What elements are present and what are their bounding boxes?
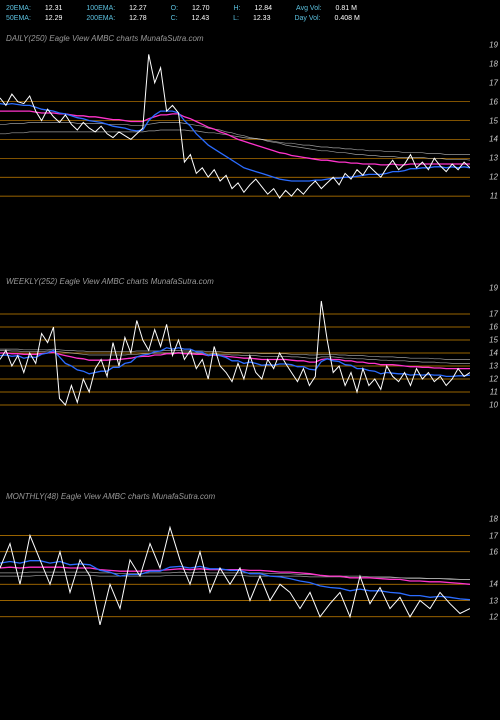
y-label: 14	[489, 349, 498, 358]
stat-label: C:	[171, 15, 178, 22]
stat-label: 20EMA:	[6, 5, 31, 12]
y-label: 12	[489, 173, 498, 182]
panel-monthly: MONTHLY(48) Eagle View AMBC charts Munaf…	[0, 490, 500, 633]
panel-title: DAILY(250) Eagle View AMBC charts Munafa…	[6, 34, 500, 43]
y-label: 18	[489, 59, 498, 68]
stat-value: 12.84	[255, 5, 273, 12]
series-price	[0, 527, 470, 625]
y-label: 15	[489, 336, 498, 345]
stat-label: 50EMA:	[6, 15, 31, 22]
stat-value: 12.31	[45, 5, 63, 12]
y-label: 17	[489, 78, 498, 87]
y-label: 14	[489, 580, 498, 589]
series-ema200	[0, 349, 470, 359]
y-label: 13	[489, 154, 498, 163]
y-label: 13	[489, 596, 498, 605]
y-label: 16	[489, 323, 498, 332]
chart-svg	[0, 288, 470, 418]
y-label: 15	[489, 116, 498, 125]
stat-value: 0.81 M	[336, 5, 357, 12]
stat-value: 12.27	[129, 5, 147, 12]
stat-value: 12.43	[192, 15, 210, 22]
y-label: 11	[490, 388, 498, 397]
series-ema100	[0, 122, 470, 160]
y-label: 17	[489, 531, 498, 540]
chart-area: 111213141516171819	[0, 45, 470, 215]
y-label: 14	[489, 135, 498, 144]
series-price	[0, 54, 470, 198]
panel-daily: DAILY(250) Eagle View AMBC charts Munafa…	[0, 32, 500, 215]
y-label: 17	[489, 310, 498, 319]
stat-value: 12.78	[129, 15, 147, 22]
stat-value: 0.408 M	[335, 15, 360, 22]
y-label: 19	[489, 41, 498, 50]
y-label: 19	[489, 284, 498, 293]
series-ema50	[0, 111, 470, 165]
y-label: 11	[490, 192, 498, 201]
stats-bar: 20EMA: 12.31 100EMA: 12.27 O: 12.70 H: 12.8…	[6, 4, 384, 24]
stat-label: L:	[233, 15, 239, 22]
chart-svg	[0, 45, 470, 215]
chart-area: 101112131415161719	[0, 288, 470, 418]
panel-weekly: WEEKLY(252) Eagle View AMBC charts Munaf…	[0, 275, 500, 418]
stat-value: 12.29	[45, 15, 63, 22]
stat-label: O:	[171, 5, 178, 12]
panel-title: WEEKLY(252) Eagle View AMBC charts Munaf…	[6, 277, 500, 286]
stat-label: 100EMA:	[86, 5, 115, 12]
y-label: 16	[489, 547, 498, 556]
stat-label: Day Vol:	[294, 15, 320, 22]
y-label: 18	[489, 515, 498, 524]
stat-value: 12.33	[253, 15, 271, 22]
y-label: 16	[489, 97, 498, 106]
chart-area: 121314161718	[0, 503, 470, 633]
panel-title: MONTHLY(48) Eagle View AMBC charts Munaf…	[6, 492, 500, 501]
series-ema20	[0, 561, 470, 600]
y-label: 10	[489, 401, 498, 410]
stat-label: Avg Vol:	[296, 5, 322, 12]
y-label: 12	[489, 612, 498, 621]
stat-value: 12.70	[192, 5, 210, 12]
y-label: 12	[489, 375, 498, 384]
stat-label: 200EMA:	[86, 15, 115, 22]
y-label: 13	[489, 362, 498, 371]
stat-label: H:	[234, 5, 241, 12]
chart-svg	[0, 503, 470, 633]
